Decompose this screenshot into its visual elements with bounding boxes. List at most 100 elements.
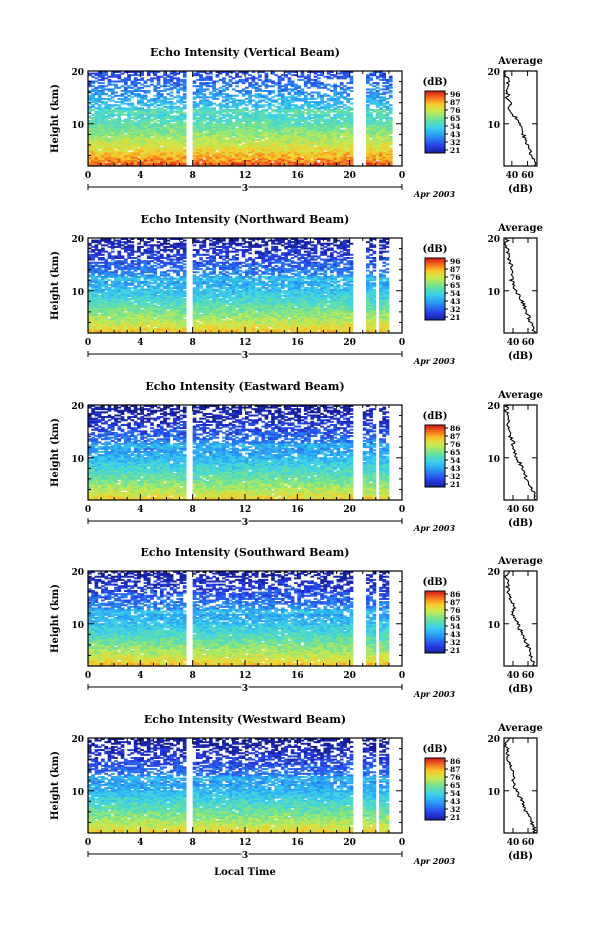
heatmap-cell [169,131,174,134]
heatmap-cell [307,77,311,80]
heatmap-cell [330,145,334,148]
heatmap-cell [346,132,351,135]
heatmap-cell [382,77,387,80]
heatmap-cell [241,78,246,81]
heatmap-cell [333,113,337,116]
heatmap-cell [316,80,321,83]
heatmap-cell [156,99,161,102]
heatmap-cell [137,140,141,143]
heatmap-cell [294,129,298,132]
heatmap-cell [117,296,122,299]
heatmap-cell [94,317,99,320]
heatmap-cell [166,128,171,130]
heatmap-cell [150,128,154,130]
heatmap-cell [372,137,377,140]
heatmap-cell [137,99,141,102]
heatmap-cell [366,116,370,119]
heatmap-cell [254,129,259,132]
heatmap-cell [379,161,383,164]
heatmap-cell [97,266,102,269]
heatmap-cell [264,113,269,116]
heatmap-cell [140,104,144,107]
heatmap-cell [107,302,112,305]
heatmap-cell [153,151,158,154]
heatmap-cell [241,112,246,115]
heatmap-cell [117,131,122,134]
heatmap-cell [110,80,115,83]
heatmap-cell [127,94,131,97]
heatmap-cell [382,104,387,107]
heatmap-cell [349,161,354,164]
heatmap-cell [225,99,230,102]
heatmap-cell [346,161,351,164]
heatmap-cell [97,91,102,94]
heatmap-cell [375,135,380,138]
heatmap-cell [274,158,279,161]
heatmap-cell [215,91,220,94]
heatmap-cell [199,74,203,77]
heatmap-cell [300,154,305,157]
heatmap-cell [127,302,131,305]
heatmap-cell [120,302,125,305]
heatmap-cell [123,151,128,154]
heatmap-cell [176,151,180,154]
heatmap-cell [271,132,275,135]
heatmap-cell [254,153,259,156]
heatmap-cell [290,147,295,149]
heatmap-cell [280,135,285,138]
heatmap-cell [137,88,141,91]
heatmap-cell [372,161,377,164]
heatmap-cell [182,123,187,126]
heatmap-cell [379,71,383,73]
heatmap-cell [267,97,272,100]
heatmap-cell [143,80,148,83]
heatmap-cell [326,153,331,156]
heatmap-cell [94,312,99,315]
heatmap-cell [330,105,334,108]
heatmap-cell [117,94,122,97]
heatmap-cell [382,75,387,78]
heatmap-cell [297,135,301,138]
heatmap-cell [153,150,158,153]
heatmap-cell [297,113,301,116]
heatmap-cell [192,105,197,108]
heatmap-cell [104,274,109,277]
heatmap-cell [274,99,279,102]
heatmap-cell [117,71,122,73]
heatmap-cell [192,115,197,118]
heatmap-cell [97,298,102,301]
heatmap-cell [88,151,92,154]
heatmap-cell [146,128,151,130]
heatmap-cell [231,124,236,127]
heatmap-cell [241,115,246,118]
heatmap-cell [166,132,171,135]
heatmap-cell [313,91,318,94]
heatmap-cell [385,151,390,154]
heatmap-cell [235,90,239,92]
heatmap-cell [179,143,184,146]
heatmap-cell [114,134,118,137]
heatmap-cell [192,153,197,156]
heatmap-cell [271,129,275,132]
heatmap-cell [209,107,213,110]
heatmap-cell [163,126,167,129]
heatmap-cell [133,93,138,96]
heatmap-cell [326,156,331,159]
heatmap-cell [146,129,151,132]
heatmap-cell [258,94,262,97]
heatmap-cell [330,116,334,119]
heatmap-cell [182,74,187,77]
heatmap-cell [248,93,252,96]
heatmap-cell [303,77,308,80]
heatmap-cell [123,107,128,110]
date-label: 3 [242,184,248,194]
heatmap-cell [159,129,164,132]
heatmap-cell [280,78,285,81]
heatmap-cell [382,105,387,108]
heatmap-cell [248,150,252,153]
heatmap-cell [123,285,128,288]
heatmap-cell [127,290,131,293]
heatmap-cell [222,93,226,96]
heatmap-cell [209,135,213,138]
heatmap-cell [303,80,308,83]
